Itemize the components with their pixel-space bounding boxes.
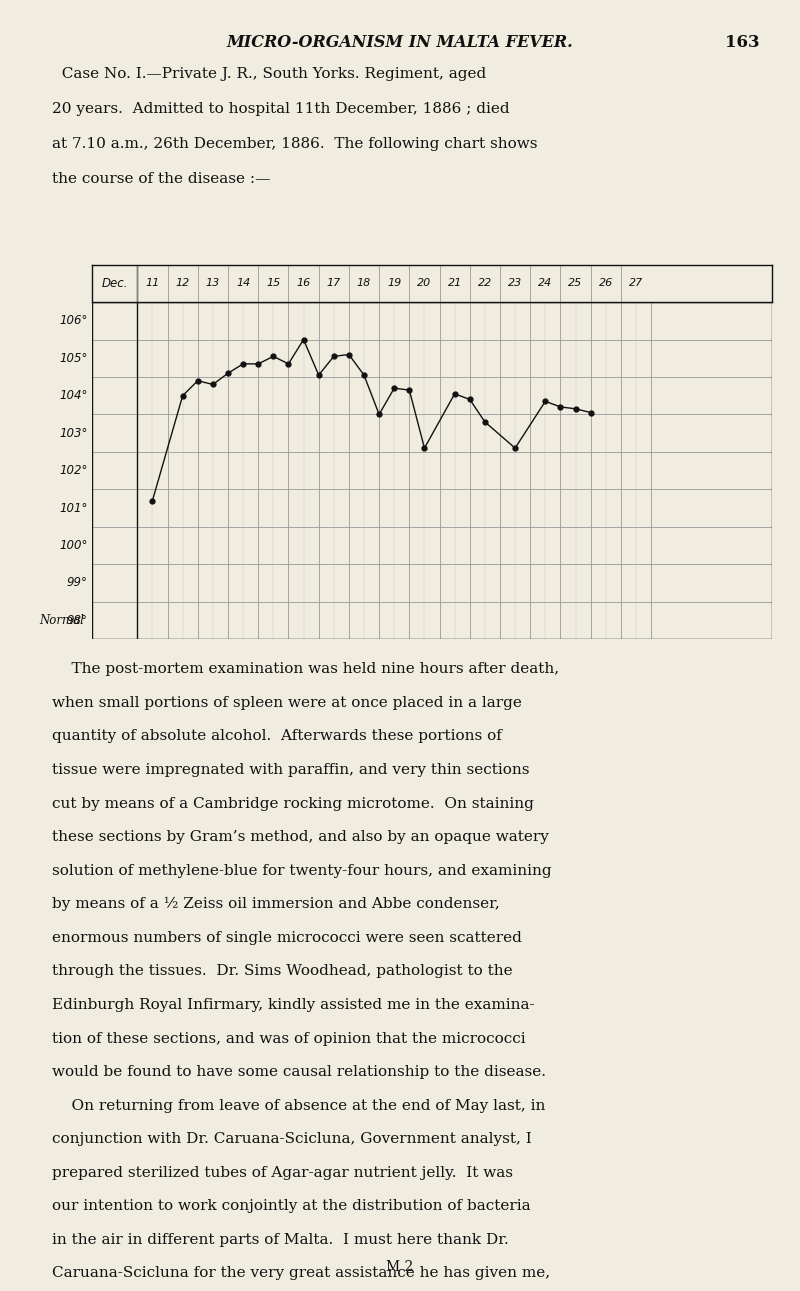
- Text: 24: 24: [538, 279, 553, 288]
- Text: by means of a ½ Zeiss oil immersion and Abbe condenser,: by means of a ½ Zeiss oil immersion and …: [52, 897, 500, 911]
- Text: 105°: 105°: [59, 351, 87, 365]
- Text: 98°: 98°: [66, 613, 87, 627]
- Text: through the tissues.  Dr. Sims Woodhead, pathologist to the: through the tissues. Dr. Sims Woodhead, …: [52, 964, 513, 979]
- Text: Edinburgh Royal Infirmary, kindly assisted me in the examina-: Edinburgh Royal Infirmary, kindly assist…: [52, 998, 534, 1012]
- Text: would be found to have some causal relationship to the disease.: would be found to have some causal relat…: [52, 1065, 546, 1079]
- Text: Case No. I.—Private J. R., South Yorks. Regiment, aged: Case No. I.—Private J. R., South Yorks. …: [52, 67, 486, 81]
- Text: 18: 18: [357, 279, 371, 288]
- Text: the course of the disease :—: the course of the disease :—: [52, 172, 270, 186]
- Text: 25: 25: [569, 279, 582, 288]
- Text: 101°: 101°: [59, 501, 87, 515]
- Text: 17: 17: [326, 279, 341, 288]
- Text: On returning from leave of absence at the end of May last, in: On returning from leave of absence at th…: [52, 1099, 546, 1113]
- Text: solution of methylene-blue for twenty-four hours, and examining: solution of methylene-blue for twenty-fo…: [52, 864, 552, 878]
- Text: Dec.: Dec.: [102, 276, 128, 290]
- Text: Caruana-Scicluna for the very great assistance he has given me,: Caruana-Scicluna for the very great assi…: [52, 1266, 550, 1281]
- Text: 103°: 103°: [59, 426, 87, 440]
- Text: 102°: 102°: [59, 463, 87, 478]
- Text: prepared sterilized tubes of Agar-agar nutrient jelly.  It was: prepared sterilized tubes of Agar-agar n…: [52, 1166, 513, 1180]
- Text: tissue were impregnated with paraffin, and very thin sections: tissue were impregnated with paraffin, a…: [52, 763, 530, 777]
- Text: our intention to work conjointly at the distribution of bacteria: our intention to work conjointly at the …: [52, 1199, 530, 1214]
- Text: at 7.10 a.m., 26th December, 1886.  The following chart shows: at 7.10 a.m., 26th December, 1886. The f…: [52, 137, 538, 151]
- Text: Normal: Normal: [39, 613, 84, 627]
- Text: 13: 13: [206, 279, 220, 288]
- Text: 104°: 104°: [59, 389, 87, 403]
- Text: M 2: M 2: [386, 1260, 414, 1274]
- Text: 99°: 99°: [66, 576, 87, 590]
- Text: in the air in different parts of Malta.  I must here thank Dr.: in the air in different parts of Malta. …: [52, 1233, 509, 1247]
- Text: 15: 15: [266, 279, 281, 288]
- Text: 19: 19: [387, 279, 402, 288]
- Text: tion of these sections, and was of opinion that the micrococci: tion of these sections, and was of opini…: [52, 1032, 526, 1046]
- Text: enormous numbers of single micrococci were seen scattered: enormous numbers of single micrococci we…: [52, 931, 522, 945]
- Text: 26: 26: [598, 279, 613, 288]
- Text: 12: 12: [175, 279, 190, 288]
- Text: 20 years.  Admitted to hospital 11th December, 1886 ; died: 20 years. Admitted to hospital 11th Dece…: [52, 102, 510, 116]
- Text: 21: 21: [447, 279, 462, 288]
- Text: 11: 11: [146, 279, 159, 288]
- Text: 22: 22: [478, 279, 492, 288]
- Text: quantity of absolute alcohol.  Afterwards these portions of: quantity of absolute alcohol. Afterwards…: [52, 729, 502, 744]
- Text: 106°: 106°: [59, 314, 87, 328]
- Text: 163: 163: [726, 34, 760, 50]
- Text: 14: 14: [236, 279, 250, 288]
- Text: conjunction with Dr. Caruana-Scicluna, Government analyst, I: conjunction with Dr. Caruana-Scicluna, G…: [52, 1132, 532, 1146]
- Text: 23: 23: [508, 279, 522, 288]
- Text: cut by means of a Cambridge rocking microtome.  On staining: cut by means of a Cambridge rocking micr…: [52, 797, 534, 811]
- Text: when small portions of spleen were at once placed in a large: when small portions of spleen were at on…: [52, 696, 522, 710]
- Text: 16: 16: [297, 279, 310, 288]
- Text: MICRO-ORGANISM IN MALTA FEVER.: MICRO-ORGANISM IN MALTA FEVER.: [226, 34, 574, 50]
- Text: 27: 27: [629, 279, 643, 288]
- Text: The post-mortem examination was held nine hours after death,: The post-mortem examination was held nin…: [52, 662, 559, 676]
- Text: 100°: 100°: [59, 538, 87, 553]
- Text: these sections by Gram’s method, and also by an opaque watery: these sections by Gram’s method, and als…: [52, 830, 549, 844]
- Text: 20: 20: [418, 279, 431, 288]
